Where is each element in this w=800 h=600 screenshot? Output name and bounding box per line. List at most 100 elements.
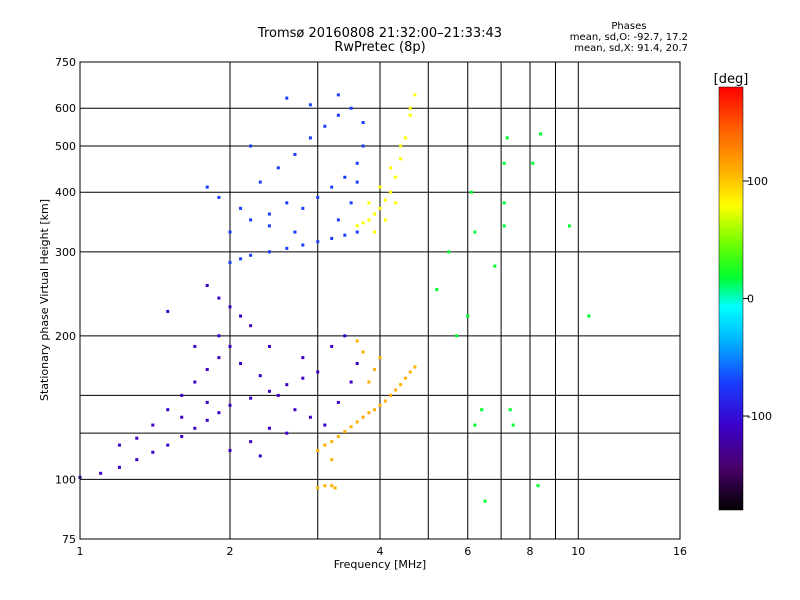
echo-point bbox=[502, 224, 506, 228]
echo-point bbox=[378, 206, 382, 210]
echo-point bbox=[166, 408, 170, 412]
echo-point bbox=[508, 408, 512, 412]
echo-point bbox=[323, 443, 327, 447]
echo-point bbox=[343, 334, 347, 338]
echo-point bbox=[258, 374, 262, 378]
colorbar-label: [deg] bbox=[714, 72, 749, 87]
y-tick-label: 75 bbox=[62, 533, 76, 546]
echo-point bbox=[293, 230, 297, 234]
echo-point bbox=[330, 236, 334, 240]
echo-point bbox=[135, 436, 139, 440]
echo-point bbox=[239, 361, 243, 365]
echo-point bbox=[308, 103, 312, 107]
x-tick-label: 2 bbox=[227, 545, 234, 558]
echo-point bbox=[151, 450, 155, 454]
echo-point bbox=[343, 233, 347, 237]
echo-point bbox=[502, 201, 506, 205]
echo-point bbox=[323, 124, 327, 128]
echo-point bbox=[249, 324, 253, 328]
echo-point bbox=[336, 435, 340, 439]
echo-point bbox=[308, 136, 312, 140]
echo-point bbox=[587, 314, 591, 318]
echo-point bbox=[330, 440, 334, 444]
echo-point bbox=[389, 393, 393, 397]
echo-point bbox=[505, 136, 509, 140]
echo-point bbox=[389, 190, 393, 194]
echo-point bbox=[228, 403, 232, 407]
echo-point bbox=[293, 152, 297, 156]
echo-point bbox=[355, 230, 359, 234]
echo-point bbox=[249, 144, 253, 148]
echo-point bbox=[394, 388, 398, 392]
echo-point bbox=[483, 499, 487, 503]
echo-point bbox=[267, 224, 271, 228]
x-tick-label: 6 bbox=[464, 545, 471, 558]
echo-point bbox=[193, 380, 197, 384]
echo-point bbox=[258, 454, 262, 458]
echo-point bbox=[330, 484, 334, 488]
echo-point bbox=[367, 218, 371, 222]
echo-point bbox=[435, 288, 439, 292]
echo-point bbox=[408, 370, 412, 374]
echo-point bbox=[217, 334, 221, 338]
echo-point bbox=[276, 393, 280, 397]
echo-point bbox=[301, 206, 305, 210]
echo-point bbox=[249, 396, 253, 400]
y-tick-label: 400 bbox=[55, 186, 76, 199]
echo-point bbox=[228, 230, 232, 234]
echo-point bbox=[316, 486, 320, 490]
echo-point bbox=[399, 383, 403, 387]
echo-point bbox=[361, 144, 365, 148]
echo-point bbox=[205, 418, 209, 422]
echo-point bbox=[166, 443, 170, 447]
echo-point bbox=[135, 458, 139, 462]
echo-point bbox=[333, 486, 337, 490]
echo-point bbox=[511, 423, 515, 427]
x-tick-label: 10 bbox=[571, 545, 585, 558]
phase-stats: Phases mean, sd,O: -92.7, 17.2 mean, sd,… bbox=[570, 21, 688, 54]
chart-subtitle: RwPretec (8p) bbox=[334, 40, 426, 55]
echo-point bbox=[249, 253, 253, 257]
echo-point bbox=[531, 161, 535, 165]
colorbar bbox=[718, 86, 744, 511]
echo-point bbox=[378, 185, 382, 189]
echo-point bbox=[355, 224, 359, 228]
y-tick-label: 100 bbox=[55, 473, 76, 486]
echo-point bbox=[343, 430, 347, 434]
echo-point bbox=[205, 283, 209, 287]
echo-point bbox=[308, 415, 312, 419]
echo-point bbox=[228, 344, 232, 348]
echo-point bbox=[180, 435, 184, 439]
echo-point bbox=[403, 136, 407, 140]
echo-point bbox=[180, 393, 184, 397]
echo-point bbox=[367, 411, 371, 415]
y-tick-label: 500 bbox=[55, 140, 76, 153]
colorbar-tick-label: 0 bbox=[747, 293, 754, 306]
x-tick-label: 4 bbox=[377, 545, 384, 558]
echo-point bbox=[408, 106, 412, 110]
echo-point bbox=[267, 212, 271, 216]
echo-point bbox=[447, 250, 451, 254]
x-axis-label: Frequency [MHz] bbox=[334, 558, 426, 571]
echo-point bbox=[399, 157, 403, 161]
echo-point bbox=[373, 408, 377, 412]
echo-point bbox=[258, 180, 262, 184]
echo-point bbox=[336, 400, 340, 404]
echo-point bbox=[301, 376, 305, 380]
echo-point bbox=[323, 484, 327, 488]
echo-point bbox=[373, 230, 377, 234]
echo-point bbox=[267, 344, 271, 348]
echo-point bbox=[193, 426, 197, 430]
echo-point bbox=[355, 420, 359, 424]
y-tick-label: 300 bbox=[55, 246, 76, 259]
echo-point bbox=[455, 334, 459, 338]
echo-point bbox=[316, 370, 320, 374]
echo-point bbox=[217, 356, 221, 360]
echo-point bbox=[536, 484, 540, 488]
tick-labels: 1 2 4 6 8 10 16 75 100 200 300 400 500 600 750 bbox=[55, 56, 687, 558]
echo-point bbox=[502, 161, 506, 165]
x-tick-label: 16 bbox=[673, 545, 687, 558]
echo-point bbox=[117, 443, 121, 447]
echo-point bbox=[473, 230, 477, 234]
colorbar-ticks: 100 0 -100 bbox=[743, 175, 772, 423]
